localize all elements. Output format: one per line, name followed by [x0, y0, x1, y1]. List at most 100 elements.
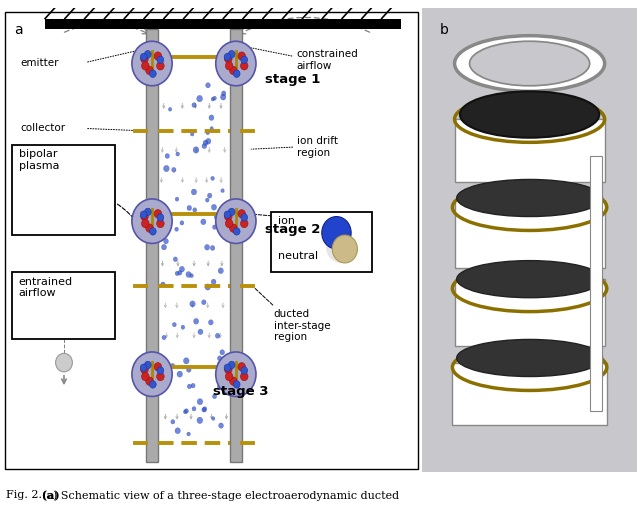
Circle shape	[220, 350, 225, 355]
Ellipse shape	[457, 179, 602, 216]
Circle shape	[161, 244, 166, 250]
Circle shape	[180, 221, 184, 225]
Circle shape	[72, 203, 81, 213]
Circle shape	[230, 224, 237, 232]
Text: Fig. 2.: Fig. 2.	[6, 490, 42, 500]
Circle shape	[209, 320, 213, 325]
Circle shape	[192, 103, 196, 107]
Circle shape	[171, 420, 175, 424]
Text: collector: collector	[20, 124, 65, 134]
Circle shape	[172, 168, 176, 172]
Circle shape	[225, 54, 232, 63]
Circle shape	[202, 300, 206, 305]
Circle shape	[214, 214, 220, 220]
Circle shape	[162, 335, 166, 340]
Circle shape	[184, 358, 189, 364]
Circle shape	[206, 130, 210, 135]
Circle shape	[146, 67, 153, 74]
Circle shape	[241, 214, 248, 221]
Circle shape	[221, 91, 226, 96]
Circle shape	[154, 363, 162, 371]
Ellipse shape	[457, 340, 602, 377]
Text: stage 3: stage 3	[212, 385, 268, 398]
Ellipse shape	[454, 36, 605, 91]
Circle shape	[175, 271, 179, 276]
Circle shape	[241, 373, 248, 381]
Ellipse shape	[460, 91, 599, 138]
Circle shape	[228, 361, 235, 369]
Bar	[589, 156, 602, 411]
Circle shape	[201, 219, 206, 225]
Circle shape	[234, 227, 240, 235]
Circle shape	[52, 194, 61, 204]
Circle shape	[225, 212, 232, 221]
Circle shape	[216, 41, 256, 86]
Circle shape	[150, 381, 156, 388]
Bar	[454, 279, 605, 346]
Circle shape	[179, 266, 184, 272]
Circle shape	[175, 428, 180, 434]
Circle shape	[211, 97, 214, 101]
Text: constrained
airflow: constrained airflow	[297, 49, 358, 71]
Circle shape	[141, 212, 148, 221]
Text: neutral: neutral	[278, 252, 318, 261]
Circle shape	[211, 279, 216, 285]
Bar	[230, 29, 242, 462]
Text: b: b	[440, 23, 449, 37]
Circle shape	[154, 210, 162, 218]
Circle shape	[230, 377, 237, 385]
Circle shape	[221, 189, 224, 193]
Circle shape	[198, 329, 203, 335]
Text: stage 2: stage 2	[265, 223, 321, 236]
Circle shape	[219, 423, 223, 428]
Circle shape	[218, 356, 222, 361]
Circle shape	[157, 62, 164, 70]
Circle shape	[141, 365, 148, 374]
Circle shape	[212, 225, 216, 230]
Circle shape	[218, 362, 222, 366]
Circle shape	[63, 213, 71, 222]
Bar	[12, 272, 115, 340]
Circle shape	[132, 352, 172, 397]
Circle shape	[173, 257, 177, 261]
Circle shape	[225, 62, 233, 70]
Circle shape	[224, 364, 231, 372]
Ellipse shape	[457, 260, 602, 298]
Circle shape	[178, 270, 182, 275]
Circle shape	[172, 322, 176, 327]
Circle shape	[197, 399, 203, 405]
Circle shape	[56, 353, 72, 372]
Text: ion drift
region: ion drift region	[297, 136, 338, 158]
Circle shape	[216, 199, 256, 244]
Circle shape	[168, 107, 172, 111]
Bar	[12, 145, 115, 235]
Circle shape	[175, 197, 179, 201]
Circle shape	[202, 144, 207, 149]
Circle shape	[211, 177, 214, 180]
Circle shape	[212, 394, 217, 399]
Circle shape	[186, 367, 191, 373]
Circle shape	[161, 282, 165, 287]
Circle shape	[184, 410, 187, 414]
Circle shape	[212, 417, 215, 420]
Circle shape	[140, 53, 147, 61]
Circle shape	[225, 220, 233, 227]
Bar	[454, 200, 605, 268]
Circle shape	[145, 361, 151, 369]
Circle shape	[145, 50, 151, 58]
Circle shape	[145, 208, 151, 215]
Circle shape	[205, 244, 210, 250]
Circle shape	[326, 231, 355, 263]
Circle shape	[68, 190, 78, 201]
Circle shape	[207, 193, 212, 198]
Text: (a) Schematic view of a three-stage electroaerodynamic ducted: (a) Schematic view of a three-stage elec…	[42, 490, 399, 500]
Circle shape	[230, 67, 237, 74]
Circle shape	[41, 177, 91, 233]
Circle shape	[234, 381, 240, 388]
Circle shape	[212, 96, 216, 100]
Circle shape	[228, 208, 235, 215]
Circle shape	[210, 127, 213, 130]
Circle shape	[191, 383, 195, 388]
Circle shape	[225, 365, 232, 374]
Circle shape	[177, 371, 182, 377]
